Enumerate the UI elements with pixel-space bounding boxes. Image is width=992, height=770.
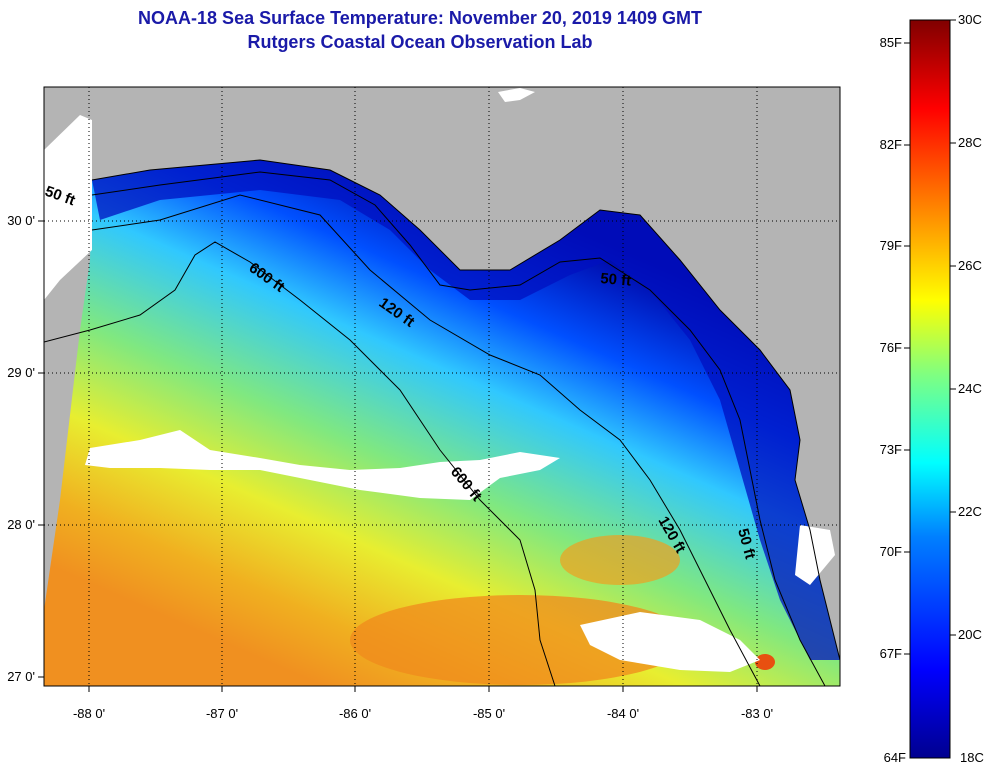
warm-spot bbox=[755, 654, 775, 670]
map-title: NOAA-18 Sea Surface Temperature: Novembe… bbox=[138, 8, 702, 28]
contour-120ft bbox=[91, 194, 761, 686]
contour-50ft bbox=[91, 171, 826, 686]
lat-tick-label: 30 0' bbox=[7, 213, 35, 228]
colorbar-c-label: 24C bbox=[958, 381, 982, 396]
colorbar-f-label: 85F bbox=[880, 35, 902, 50]
lat-tick-label: 27 0' bbox=[7, 669, 35, 684]
temperature-colorbar bbox=[909, 19, 951, 759]
colorbar-f-label: 70F bbox=[880, 544, 902, 559]
colorbar-f-label: 79F bbox=[880, 238, 902, 253]
colorbar-c-label: 20C bbox=[958, 627, 982, 642]
coastline bbox=[91, 159, 840, 661]
colorbar-f-label: 82F bbox=[880, 137, 902, 152]
lon-tick-label: -84 0' bbox=[607, 706, 639, 721]
cloud-mask bbox=[580, 612, 760, 672]
colorbar-f-label: 67F bbox=[880, 646, 902, 661]
lon-tick-label: -88 0' bbox=[73, 706, 105, 721]
lat-tick-label: 28 0' bbox=[7, 517, 35, 532]
colorbar-c-label: 22C bbox=[958, 504, 982, 519]
cloud-mask bbox=[85, 430, 560, 500]
lon-tick-label: -85 0' bbox=[473, 706, 505, 721]
lon-tick-label: -83 0' bbox=[741, 706, 773, 721]
cloud-mask bbox=[498, 88, 535, 102]
colorbar-c-label: 28C bbox=[958, 135, 982, 150]
graticule bbox=[44, 87, 840, 686]
colorbar-f-label: 73F bbox=[880, 442, 902, 457]
lon-tick-label: -87 0' bbox=[206, 706, 238, 721]
map-subtitle: Rutgers Coastal Ocean Observation Lab bbox=[247, 32, 593, 52]
colorbar-c-label: 26C bbox=[958, 258, 982, 273]
plot-frame bbox=[43, 86, 841, 687]
contour-600ft bbox=[44, 241, 556, 686]
colorbar-c-label: 18C bbox=[960, 750, 984, 765]
colorbar-f-label: 64F bbox=[884, 750, 906, 765]
colorbar-c-label: 30C bbox=[958, 12, 982, 27]
lon-tick-label: -86 0' bbox=[339, 706, 371, 721]
contour-label: 50 ft bbox=[600, 270, 632, 290]
warm-patch bbox=[350, 595, 690, 685]
warm-patch bbox=[560, 535, 680, 585]
cloud-mask bbox=[44, 115, 92, 300]
lat-tick-label: 29 0' bbox=[7, 365, 35, 380]
colorbar-f-label: 76F bbox=[880, 340, 902, 355]
coastal-cold-water bbox=[92, 160, 840, 660]
